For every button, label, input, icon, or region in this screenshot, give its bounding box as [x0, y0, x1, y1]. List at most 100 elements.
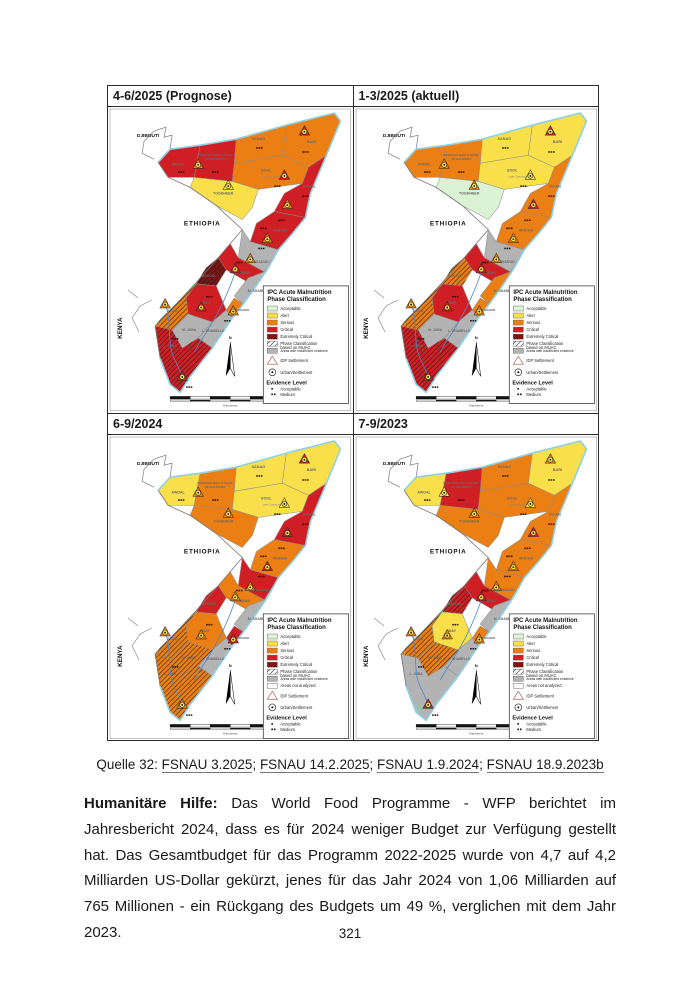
evidence-dots [501, 147, 504, 149]
evidence-dots [523, 219, 526, 222]
region-label-mjuba: M. JUBA [182, 328, 197, 332]
evidence-dots [226, 320, 229, 322]
evidence-dots [190, 386, 193, 388]
evidence-dots [417, 665, 420, 668]
legend-evidence-title: Evidence Level [512, 380, 553, 386]
legend-swatch-muac-hatch [512, 668, 523, 674]
legend-idp-label: IDP Settlement [526, 693, 554, 698]
somalia-map-3: AWDAL MAROODI JEEX & SAHIL(W GALBEED) SANA… [108, 434, 353, 740]
urban-dot [200, 306, 203, 309]
evidence-dots [302, 151, 304, 153]
idp-marker-burco [222, 506, 234, 518]
legend-swatch-critical [512, 654, 524, 660]
idp-marker-doolow [159, 298, 171, 309]
legend-swatch-muac-hatch [512, 341, 523, 347]
caption-link-4[interactable]: FSNAU 18.9.2023b [486, 757, 604, 773]
scale-bar [415, 723, 436, 727]
evidence-dots [302, 195, 304, 197]
evidence-dots [417, 338, 420, 340]
djibouti-label: DJIBOUTI [382, 461, 405, 467]
kenya-label: KENYA [363, 317, 370, 339]
scale-bar [435, 399, 456, 402]
urban-dot [234, 595, 237, 598]
legend-item-label: Extremely Critical [280, 662, 312, 667]
evidence-dot [273, 393, 276, 396]
region-label-togdheer: TOGDHEER [213, 191, 234, 195]
legend-swatch-insufficient [267, 675, 278, 681]
region-label-awdal: AWDAL [417, 490, 431, 494]
region-label-hiran: HIRAN [239, 271, 251, 275]
evidence-dots [180, 171, 182, 173]
map-panel-title: 7-9/2023 [353, 414, 598, 435]
scale-bar [230, 396, 251, 400]
idp-marker-baidoa [441, 301, 453, 312]
region-label-mshabelle: M. SHABELLE [493, 289, 517, 293]
urban-dot [197, 491, 200, 494]
evidence-dots [307, 478, 309, 481]
evidence-dots [552, 522, 555, 525]
evidence-dot [519, 393, 522, 396]
evidence-dots [302, 478, 304, 481]
urban-dot [249, 258, 252, 261]
legend-title: IPC Acute Malnutrition [513, 617, 578, 623]
country-border [400, 489, 489, 686]
legend-item-label: Alert [526, 313, 535, 318]
scale-bar [189, 396, 211, 400]
legend-item-label: Serious [526, 648, 540, 653]
idp-marker-hargeysa [438, 485, 450, 497]
scale-label: Kilometers [469, 403, 484, 407]
region-label-awdal: AWDAL [172, 162, 186, 166]
urban-dot [249, 585, 252, 588]
evidence-dots [214, 171, 217, 173]
evidence-dots [274, 185, 276, 187]
urban-settlement-dot [516, 371, 519, 374]
legend-item-label: Phase Classification [280, 341, 318, 346]
caption-link-2[interactable]: FSNAU 14.2.2025 [259, 757, 370, 773]
evidence-dots [240, 261, 243, 264]
evidence-dots [186, 713, 188, 716]
legend-swatch-extreme [512, 661, 524, 667]
idp-marker-kismayo [422, 697, 434, 709]
evidence-dots [256, 147, 258, 149]
shabelle-river [193, 269, 237, 353]
caption-link-3[interactable]: FSNAU 1.9.2024 [377, 757, 480, 773]
djibouti-border-line [387, 453, 419, 488]
region-label-mudug: MUDUG [273, 229, 287, 233]
evidence-dots [505, 227, 508, 230]
evidence-dots [176, 338, 179, 340]
urban-dot [197, 163, 200, 166]
evidence-dots [172, 338, 174, 340]
evidence-dots [484, 261, 486, 264]
region-gedo-muac-hatch [400, 283, 442, 331]
evidence-dot [516, 728, 519, 730]
evidence-dots [278, 185, 281, 187]
region-label-lshabelle: L. SHABELLE [202, 329, 225, 333]
region-label-awdal: AWDAL [417, 162, 431, 166]
idp-marker-baidoa [195, 301, 207, 312]
region-label-mudug: MUDUG [519, 556, 533, 560]
evidence-dots [462, 171, 464, 173]
legend-swatch-insufficient [512, 675, 524, 681]
evidence-dots [510, 555, 512, 557]
legend-swatch-alert [267, 640, 278, 646]
evidence-dots [451, 295, 454, 298]
evidence-dots [474, 647, 476, 650]
caption-link-1[interactable]: FSNAU 3.2025 [161, 757, 253, 773]
idp-marker-gaalkacyo [261, 560, 273, 571]
region-label-mshabelle: M. SHABELLE [248, 289, 272, 293]
idp-marker-gaalkacyo [261, 232, 273, 243]
region-label-galgadud: GALGADUD [493, 587, 514, 591]
region-label-sool: SOOL [261, 496, 272, 500]
legend-item-label: based on MUAC [526, 345, 556, 350]
scale-bar [190, 399, 211, 402]
region-ljuba-muac-hatch [155, 653, 213, 720]
evidence-dots [486, 589, 488, 591]
scale-label: Kilometers [223, 731, 238, 735]
juba-river [165, 305, 183, 377]
scale-bar [415, 727, 436, 729]
evidence-dots [176, 665, 179, 668]
region-label-bay: BAY [448, 301, 456, 305]
urban-settlement-dot [271, 371, 274, 374]
